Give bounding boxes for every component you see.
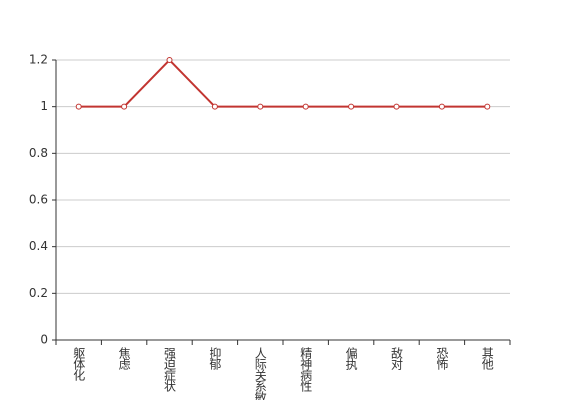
point <box>348 103 355 110</box>
y-tick-label: 0.6 <box>29 193 48 207</box>
y-tick-label: 0 <box>40 333 48 347</box>
x-tick-label: 敌对 <box>390 346 404 370</box>
x-tick-label: 焦虑 <box>117 347 131 370</box>
x-tick-label: 抑郁 <box>208 346 222 371</box>
point <box>166 57 173 63</box>
y-tick-label: 0.2 <box>29 286 48 300</box>
y-tick-label: 1 <box>40 99 48 113</box>
point <box>302 103 309 110</box>
x-tick-label: 恐怖 <box>435 347 449 370</box>
x-tick-label: 精神病性 <box>299 347 313 393</box>
x-tick-label: 强迫症状 <box>163 347 177 392</box>
y-tick-label: 1.2 <box>29 53 48 67</box>
point <box>211 103 218 110</box>
y-tick-label: 0.8 <box>29 146 48 160</box>
point <box>75 103 82 110</box>
point <box>484 103 491 110</box>
point <box>393 103 400 110</box>
point <box>257 103 264 110</box>
x-tick-label: 其他 <box>480 347 494 370</box>
x-tick-label: 躯体化 <box>72 346 86 382</box>
y-tick-label: 0.4 <box>29 239 48 253</box>
line <box>78 58 488 108</box>
point <box>121 103 128 110</box>
point <box>438 103 445 110</box>
x-tick-label: 人际关系敏感 <box>253 347 267 400</box>
x-tick-label: 偏执 <box>344 346 358 371</box>
